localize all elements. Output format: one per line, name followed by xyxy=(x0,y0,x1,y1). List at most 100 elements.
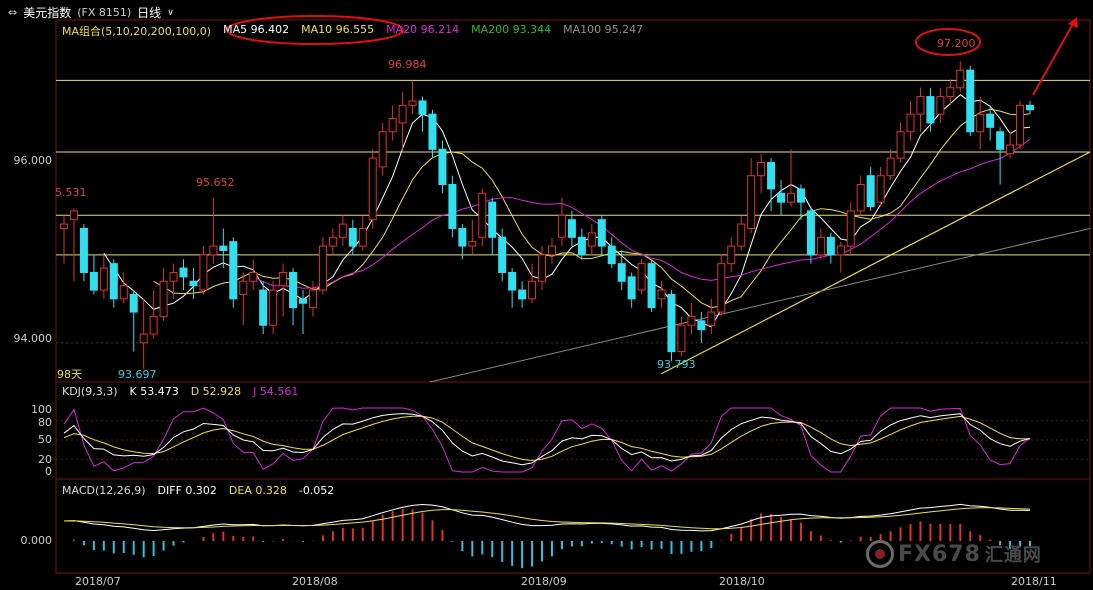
kdj-group-label[interactable]: KDJ(9,3,3) xyxy=(62,385,118,398)
candle-body xyxy=(79,227,88,273)
candle-body xyxy=(966,69,975,133)
date-tick-2018-11: 2018/11 xyxy=(1011,575,1057,588)
candle-body xyxy=(428,113,437,150)
candle-body xyxy=(398,104,407,124)
candle-body xyxy=(169,271,178,282)
price-tick-94: 94.000 xyxy=(13,332,53,345)
kdj-legend: KDJ(9,3,3) K 53.473 D 52.928 J 54.561 xyxy=(62,385,298,398)
candle-body xyxy=(139,333,148,344)
candle-body xyxy=(886,157,895,177)
candle-body xyxy=(99,267,108,291)
ma10-value: MA10 96.555 xyxy=(301,23,375,36)
highlight-ellipse-high xyxy=(915,28,981,56)
candle-body xyxy=(697,320,706,331)
kdj-tick-80: 80 xyxy=(38,416,52,429)
candle-body xyxy=(1016,104,1025,146)
candle-body xyxy=(199,254,208,291)
ma200-value: MA200 93.344 xyxy=(471,23,552,36)
candle-body xyxy=(338,223,347,238)
candle-body xyxy=(249,271,258,282)
macd-group-label[interactable]: MACD(12,26,9) xyxy=(62,484,146,497)
candle-body xyxy=(229,241,238,300)
candle-body xyxy=(587,232,596,247)
candle-body xyxy=(707,311,716,326)
candle-body xyxy=(896,131,905,159)
candle-body xyxy=(418,100,427,115)
ma-legend: MA组合(5,10,20,200,100,0) MA5 96.402 MA10 … xyxy=(62,23,643,39)
candle-body xyxy=(717,263,726,313)
kdj-d-value: D 52.928 xyxy=(190,385,242,398)
ma10-line xyxy=(153,108,1031,309)
candle-body xyxy=(737,223,746,247)
ma20-line xyxy=(252,138,1031,289)
candle-body xyxy=(687,315,696,326)
candle-body xyxy=(289,271,298,309)
candle-body xyxy=(478,192,487,238)
candle-body xyxy=(468,241,477,247)
chevron-down-icon[interactable]: ∨ xyxy=(167,7,174,18)
candle-body xyxy=(557,214,566,238)
candle-body xyxy=(677,324,686,353)
candle-body xyxy=(458,227,467,247)
highlight-ellipse-ma xyxy=(226,15,404,45)
candle-body xyxy=(368,157,377,221)
candle-body xyxy=(318,245,327,291)
candle-body xyxy=(976,113,985,133)
annotation-high-aug: 96.984 xyxy=(388,58,427,71)
candle-body xyxy=(149,315,158,335)
candle-body xyxy=(189,280,198,287)
macd-hist-value: -0.052 xyxy=(298,484,335,497)
candle-body xyxy=(538,254,547,282)
date-tick-2018-10: 2018/10 xyxy=(719,575,765,588)
candle-body xyxy=(119,285,128,300)
annotation-high-jul: 95.652 xyxy=(196,176,235,189)
ma100-value: MA100 95.247 xyxy=(563,23,644,36)
kdj-k-line xyxy=(63,413,1031,466)
price-panel-frame xyxy=(55,19,1091,383)
candle-body xyxy=(836,245,845,256)
candle-body xyxy=(926,96,935,124)
price-tick-96: 96.000 xyxy=(13,154,53,167)
kdj-j-value: J 54.561 xyxy=(253,385,299,398)
candle-body xyxy=(796,188,805,203)
macd-dea-line xyxy=(63,507,1031,530)
date-tick-2018-08: 2018/08 xyxy=(292,575,338,588)
period-selector[interactable]: 日线 xyxy=(137,6,162,20)
kdj-d-line xyxy=(63,415,1031,462)
candle-body xyxy=(647,263,656,309)
kdj-tick-0: 0 xyxy=(45,465,52,478)
candle-body xyxy=(906,113,915,133)
kdj-j-line xyxy=(63,407,1031,473)
kdj-tick-20: 20 xyxy=(38,453,52,466)
candle-body xyxy=(826,236,835,256)
candle-body xyxy=(159,280,168,317)
candle-body xyxy=(846,210,855,247)
ma-group-label[interactable]: MA组合(5,10,20,200,100,0) xyxy=(62,25,212,38)
candle-body xyxy=(916,96,925,115)
candle-body xyxy=(1006,144,1015,155)
candle-body xyxy=(129,293,138,313)
candle-body xyxy=(936,96,945,115)
candle-body xyxy=(498,236,507,273)
candle-body xyxy=(488,201,497,238)
candle-body xyxy=(69,210,78,221)
candle-body xyxy=(89,271,98,291)
candle-body xyxy=(109,263,118,300)
ma100-line xyxy=(429,228,1091,383)
candle-body xyxy=(508,271,517,291)
candle-body xyxy=(239,280,248,295)
date-tick-2018-09: 2018/09 xyxy=(521,575,567,588)
candle-body xyxy=(786,192,795,203)
annotation-high-nov: 97.200 xyxy=(937,37,976,50)
candle-body xyxy=(667,293,676,353)
annotation-low-jul: 93.697 xyxy=(118,368,157,381)
candle-body xyxy=(946,87,955,98)
candle-body xyxy=(806,210,815,256)
candle-body xyxy=(378,131,387,168)
candle-body xyxy=(209,245,218,256)
candle-body xyxy=(259,289,268,326)
resize-icon[interactable]: ⇔ xyxy=(8,6,18,19)
candle-body xyxy=(627,276,636,300)
